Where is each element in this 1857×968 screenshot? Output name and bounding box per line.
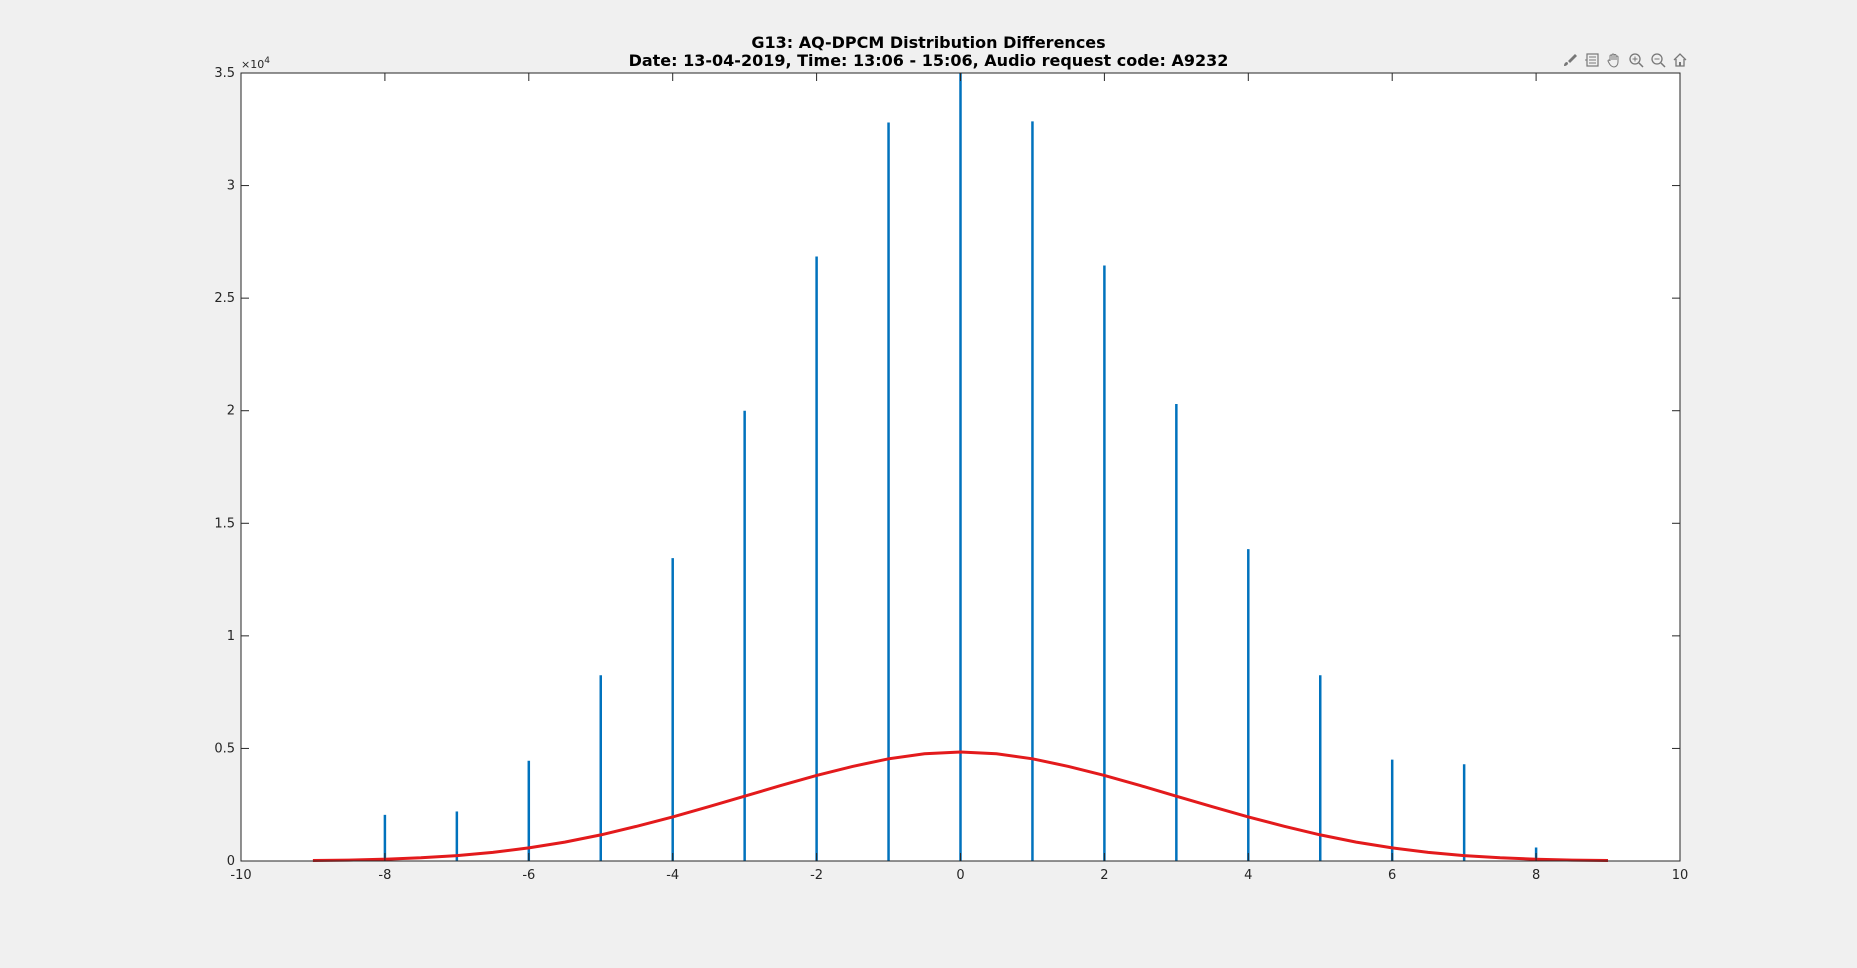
x-tick-label: -2 — [810, 868, 823, 883]
plot-frame — [240, 72, 1681, 862]
x-tick-label: 4 — [1244, 868, 1252, 883]
x-tick-label: -10 — [230, 868, 251, 883]
x-tick-label: -4 — [666, 868, 679, 883]
x-tick-label: 8 — [1532, 868, 1540, 883]
y-tick-label: 2.5 — [214, 291, 235, 306]
y-tick-label: 1.5 — [214, 516, 235, 531]
x-tick-label: 6 — [1388, 868, 1396, 883]
axes-toolbar — [1560, 50, 1690, 70]
y-tick-label: 2 — [227, 404, 235, 419]
x-tick-label: 0 — [956, 868, 964, 883]
datatip-icon[interactable] — [1582, 50, 1602, 70]
home-icon[interactable] — [1670, 50, 1690, 70]
y-tick-label: 0 — [227, 854, 235, 869]
y-tick-label: 3 — [227, 179, 235, 194]
y-tick-label: 0.5 — [214, 741, 235, 756]
x-tick-label: -6 — [522, 868, 535, 883]
x-tick-label: 10 — [1672, 868, 1689, 883]
fit-curve — [312, 750, 1609, 862]
chart-title: G13: AQ-DPCM Distribution Differences — [751, 33, 1106, 52]
zoom-out-icon[interactable] — [1648, 50, 1668, 70]
x-tick-label: -8 — [378, 868, 391, 883]
y-tick-label: 1 — [227, 629, 235, 644]
y-tick-label: 3.5 — [214, 66, 235, 81]
x-tick-label: 2 — [1100, 868, 1108, 883]
y-exponent-label: ×104 — [241, 56, 270, 71]
zoom-in-icon[interactable] — [1626, 50, 1646, 70]
pan-hand-icon[interactable] — [1604, 50, 1624, 70]
chart-subtitle: Date: 13-04-2019, Time: 13:06 - 15:06, A… — [628, 51, 1229, 70]
brush-icon[interactable] — [1560, 50, 1580, 70]
